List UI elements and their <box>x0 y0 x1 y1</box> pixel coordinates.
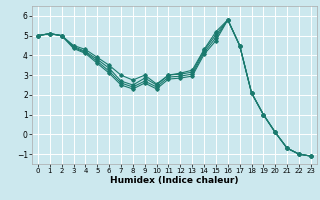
X-axis label: Humidex (Indice chaleur): Humidex (Indice chaleur) <box>110 176 239 185</box>
